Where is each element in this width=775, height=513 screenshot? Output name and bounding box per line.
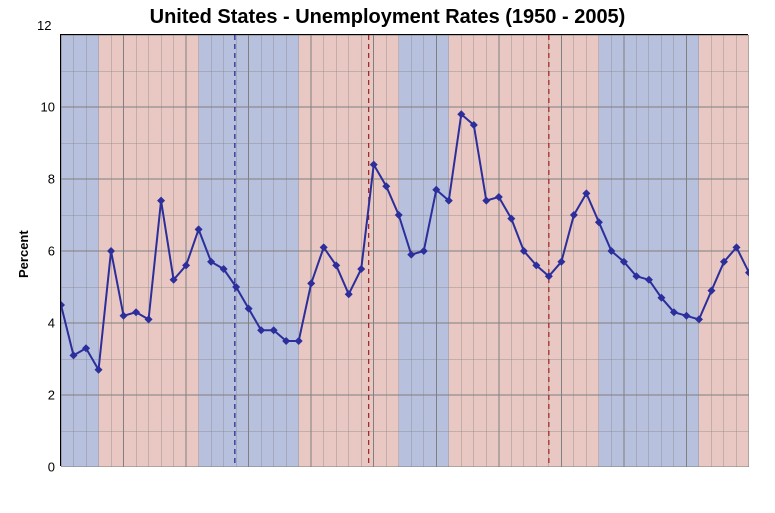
- y-tick-label: 0: [48, 460, 55, 475]
- x-tick-label: 1955: [118, 469, 133, 513]
- x-tick-label: 1980: [430, 469, 445, 513]
- x-tick-label: 1975: [368, 469, 383, 513]
- chart-svg: [61, 35, 749, 467]
- y-tick-label: 12: [37, 18, 51, 33]
- x-tick-label: 2005: [743, 469, 758, 513]
- x-tick-label: 1995: [618, 469, 633, 513]
- y-axis-label: Percent: [16, 230, 31, 278]
- x-tick-label: 1965: [243, 469, 258, 513]
- y-tick-label: 4: [48, 316, 55, 331]
- x-tick-label: 2000: [680, 469, 695, 513]
- y-tick-label: 2: [48, 388, 55, 403]
- x-tick-label: 1950: [55, 469, 70, 513]
- x-tick-label: 1985: [493, 469, 508, 513]
- y-tick-label: 10: [41, 100, 55, 115]
- chart-plot-area: 0246810121950195519601965197019751980198…: [60, 34, 748, 466]
- x-tick-label: 1990: [555, 469, 570, 513]
- chart-title: United States - Unemployment Rates (1950…: [0, 6, 775, 29]
- y-tick-label: 6: [48, 244, 55, 259]
- x-tick-label: 1970: [305, 469, 320, 513]
- y-tick-label: 8: [48, 172, 55, 187]
- x-tick-label: 1960: [180, 469, 195, 513]
